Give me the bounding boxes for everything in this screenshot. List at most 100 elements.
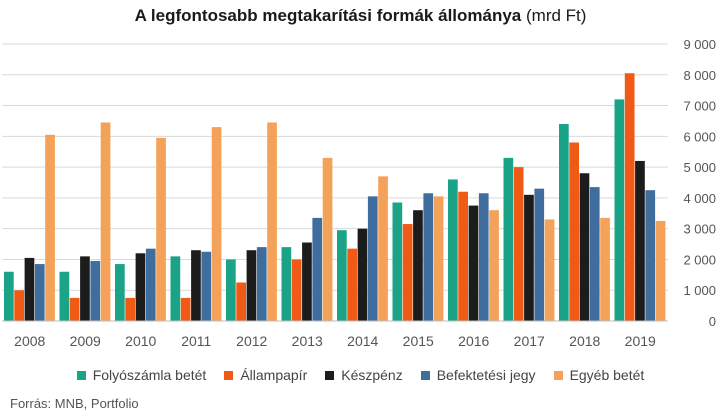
bar (624, 73, 635, 321)
x-tick-label: 2019 (625, 333, 656, 349)
y-tick-label: 7 000 (683, 99, 716, 114)
bar (367, 196, 378, 321)
bar (524, 194, 534, 321)
bar (322, 157, 333, 321)
legend-item: Egyéb betét (553, 367, 645, 383)
chart-title-unit: (mrd Ft) (526, 6, 587, 25)
bar (478, 193, 489, 321)
y-tick-label: 5 000 (683, 160, 716, 175)
bar (24, 257, 35, 321)
x-tick-label: 2011 (181, 333, 211, 349)
bar (448, 179, 458, 321)
bar (589, 187, 600, 321)
bar (145, 248, 156, 321)
bar (267, 122, 277, 321)
bar (14, 290, 24, 321)
bar (211, 127, 222, 321)
bar (201, 251, 212, 321)
bar (378, 176, 388, 321)
bar (423, 193, 434, 321)
bar (180, 297, 191, 321)
legend-item: Készpénz (325, 367, 403, 383)
bar (559, 124, 569, 322)
bar (80, 256, 90, 321)
y-tick-label: 3 000 (683, 222, 716, 237)
bar (59, 271, 70, 321)
bar (569, 142, 579, 321)
legend-swatch (224, 370, 234, 380)
bar (135, 253, 146, 321)
x-tick-label: 2016 (458, 333, 489, 349)
legend-label: Készpénz (341, 367, 403, 383)
bar (458, 191, 468, 321)
legend-label: Állampapír (240, 367, 308, 383)
bar (4, 271, 14, 321)
bar (191, 250, 201, 321)
y-tick-label: 6 000 (683, 129, 716, 144)
y-tick-label: 9 000 (683, 37, 716, 52)
bar (100, 122, 111, 321)
legend-item: Állampapír (224, 367, 307, 383)
legend-swatch (553, 370, 563, 380)
bar (635, 160, 645, 321)
y-tick-label: 8 000 (683, 68, 716, 83)
bar (413, 210, 423, 321)
bar (337, 230, 347, 321)
legend-label: Egyéb betét (569, 367, 645, 383)
chart-title-main: A legfontosabb megtakarítási formák állo… (134, 6, 522, 25)
bar (513, 167, 524, 321)
bar (402, 224, 413, 321)
bar (655, 220, 666, 321)
legend-swatch (420, 370, 430, 380)
bar (489, 210, 499, 321)
x-tick-label: 2014 (347, 333, 378, 349)
bar (69, 297, 80, 321)
y-tick-label: 2 000 (683, 252, 716, 267)
legend-item: Folyószámla betét (76, 367, 207, 383)
bar (226, 259, 236, 321)
bar (170, 256, 181, 321)
source-note: Forrás: MNB, Portfolio (10, 396, 139, 411)
bar (90, 260, 101, 321)
chart-title: A legfontosabb megtakarítási formák állo… (0, 6, 721, 26)
x-tick-label: 2010 (125, 333, 156, 349)
x-tick-label: 2017 (514, 333, 545, 349)
bar (236, 282, 246, 321)
bar (302, 242, 312, 321)
y-tick-label: 4 000 (683, 191, 716, 206)
bar (246, 250, 257, 321)
x-tick-label: 2015 (403, 333, 434, 349)
bar (600, 217, 610, 321)
x-tick-label: 2013 (292, 333, 323, 349)
bar (156, 137, 166, 321)
legend-item: Befektetési jegy (420, 367, 536, 383)
x-tick-label: 2008 (14, 333, 45, 349)
bar (544, 219, 555, 321)
bar (347, 248, 357, 321)
x-tick-label: 2018 (569, 333, 600, 349)
bar (392, 202, 403, 321)
bar (256, 247, 267, 321)
y-tick-label: 1 000 (683, 283, 716, 298)
bar (433, 196, 444, 321)
bar (291, 259, 302, 321)
legend-swatch (325, 370, 335, 380)
x-tick-label: 2009 (70, 333, 101, 349)
bar (503, 157, 514, 321)
bar (645, 190, 656, 321)
bar (534, 188, 545, 321)
legend-label: Folyószámla betét (92, 367, 207, 383)
legend-label: Befektetési jegy (436, 367, 536, 383)
bar (45, 134, 55, 321)
bar (312, 217, 323, 321)
bar (579, 173, 590, 321)
y-tick-label: 0 (709, 314, 716, 329)
x-tick-label: 2012 (236, 333, 267, 349)
bar (125, 297, 135, 321)
bar (34, 264, 45, 321)
bar (614, 99, 625, 322)
bar (281, 247, 292, 321)
legend-swatch (76, 370, 86, 380)
chart-legend: Folyószámla betét Állampapír Készpénz Befek… (0, 364, 721, 386)
